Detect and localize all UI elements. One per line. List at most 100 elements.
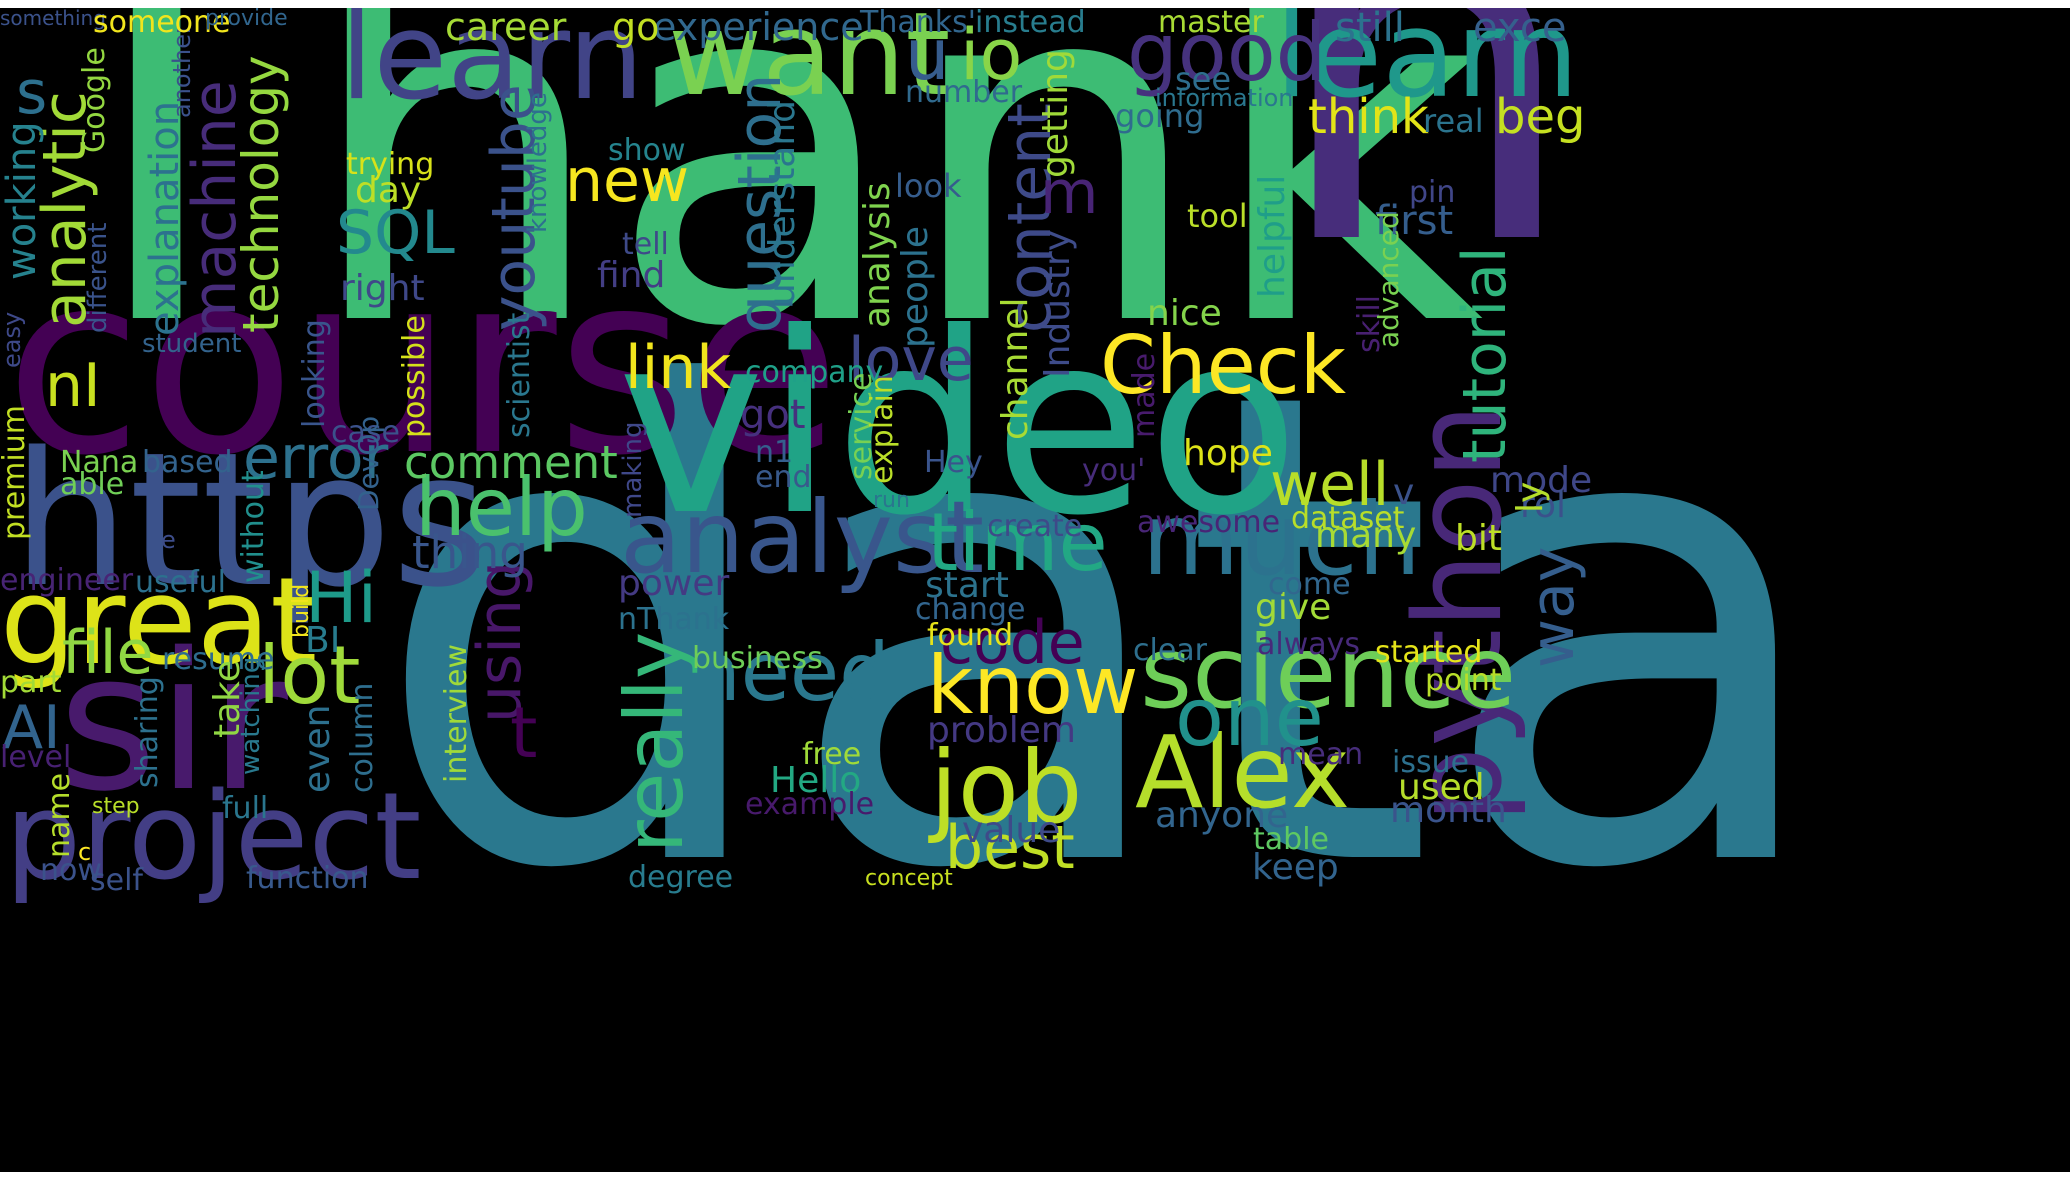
cloud-word: dataset bbox=[1291, 501, 1405, 536]
cloud-word: see bbox=[1175, 60, 1232, 98]
cloud-word: found bbox=[927, 618, 1013, 653]
cloud-word: something bbox=[0, 8, 106, 30]
cloud-word: show bbox=[608, 133, 686, 168]
cloud-word: free bbox=[802, 737, 862, 772]
cloud-word: new bbox=[565, 146, 690, 216]
cloud-word: way bbox=[1518, 546, 1588, 668]
cloud-word: technology bbox=[232, 55, 290, 333]
cloud-word: lot bbox=[258, 629, 361, 722]
cloud-word: provide bbox=[205, 8, 288, 31]
cloud-word: nThank bbox=[618, 602, 730, 637]
cloud-word: learn bbox=[340, 8, 644, 127]
cloud-word: even bbox=[297, 704, 338, 793]
cloud-word: looking bbox=[297, 319, 332, 428]
cloud-word: case bbox=[331, 415, 400, 450]
cloud-word: name bbox=[42, 772, 77, 858]
cloud-word: Alex bbox=[1135, 714, 1351, 831]
cloud-word: started bbox=[1375, 635, 1483, 670]
cloud-word: go bbox=[612, 8, 660, 49]
cloud-word: analyst bbox=[620, 479, 985, 596]
cloud-word: premium bbox=[0, 405, 32, 540]
cloud-word: Google bbox=[77, 47, 112, 153]
cloud-word: explain bbox=[865, 375, 900, 484]
cloud-word: trying bbox=[346, 147, 435, 182]
cloud-word: change bbox=[915, 592, 1026, 627]
cloud-word: part bbox=[0, 665, 62, 700]
cloud-word: different bbox=[83, 222, 113, 333]
cloud-word: n1 bbox=[755, 435, 794, 470]
cloud-word: rol bbox=[1520, 485, 1567, 526]
cloud-word: c bbox=[78, 838, 92, 866]
cloud-word: working bbox=[0, 121, 45, 280]
cloud-word: m bbox=[1040, 158, 1099, 228]
cloud-word: able bbox=[60, 467, 125, 502]
cloud-word: ly bbox=[1510, 481, 1551, 513]
cloud-word: really bbox=[608, 631, 701, 853]
cloud-word: learn bbox=[1275, 8, 1579, 125]
cloud-word: beg bbox=[1495, 89, 1586, 145]
cloud-word: based bbox=[142, 445, 233, 480]
cloud-word: step bbox=[92, 794, 140, 819]
cloud-word: look bbox=[895, 167, 962, 205]
cloud-word: degree bbox=[628, 860, 734, 895]
cloud-word: right bbox=[340, 268, 425, 309]
cloud-word: number bbox=[905, 75, 1023, 110]
cloud-word: v bbox=[1393, 472, 1415, 513]
cloud-word: nice bbox=[1147, 293, 1222, 334]
cloud-word: student bbox=[142, 329, 242, 359]
cloud-word: comment bbox=[404, 436, 618, 489]
cloud-word: still bbox=[1335, 8, 1405, 51]
word-cloud: Thank n data course video https sir great projec… bbox=[0, 8, 2070, 1172]
cloud-word: many bbox=[1315, 515, 1417, 556]
cloud-word: help bbox=[415, 461, 588, 554]
cloud-word: resume bbox=[162, 642, 275, 677]
cloud-word: n bbox=[1270, 8, 1581, 353]
cloud-word: SQL bbox=[336, 198, 455, 268]
cloud-word: getting bbox=[1035, 49, 1076, 178]
cloud-word: instead bbox=[975, 8, 1086, 40]
cloud-word: find bbox=[597, 255, 666, 296]
cloud-word: point bbox=[1425, 663, 1502, 698]
cloud-word: love bbox=[848, 325, 974, 395]
cloud-word: pin bbox=[1409, 175, 1456, 210]
cloud-word: Nana bbox=[60, 445, 139, 480]
cloud-word: now bbox=[40, 853, 102, 888]
cloud-word: going bbox=[1115, 97, 1205, 135]
cloud-word: real bbox=[1423, 102, 1484, 140]
cloud-word: tool bbox=[1187, 197, 1248, 235]
cloud-word: AI bbox=[2, 693, 61, 763]
cloud-word: column bbox=[345, 682, 380, 793]
cloud-word: useful bbox=[135, 565, 227, 600]
cloud-word: bit bbox=[1455, 518, 1502, 559]
cloud-word: someone bbox=[93, 8, 231, 40]
cloud-word: nI bbox=[45, 351, 101, 421]
cloud-word: course bbox=[5, 219, 841, 510]
cloud-word: s bbox=[16, 58, 48, 128]
cloud-word: company bbox=[745, 355, 884, 390]
cloud-word: full bbox=[222, 791, 269, 826]
cloud-word: power bbox=[618, 563, 730, 604]
cloud-word: engineer bbox=[0, 563, 134, 598]
cloud-word: got bbox=[740, 392, 806, 438]
cloud-word: possible bbox=[397, 315, 432, 438]
cloud-word: Industry bbox=[1037, 229, 1078, 378]
cloud-word: knowledge bbox=[523, 92, 553, 233]
cloud-word: come bbox=[1268, 567, 1351, 602]
cloud-word: great bbox=[0, 553, 318, 692]
cloud-word: need bbox=[690, 626, 890, 719]
cloud-word: anyone bbox=[1155, 795, 1289, 836]
cloud-word: interview bbox=[439, 644, 474, 783]
cloud-word: think bbox=[1308, 89, 1429, 145]
cloud-word: problem bbox=[927, 710, 1076, 751]
cloud-word: making bbox=[618, 421, 648, 518]
cloud-word: u bbox=[905, 14, 950, 96]
cloud-word: https bbox=[12, 412, 489, 628]
cloud-word: BI bbox=[305, 620, 341, 661]
cloud-word: experience bbox=[653, 8, 864, 49]
cloud-word: career bbox=[445, 8, 567, 49]
cloud-word: used bbox=[1398, 767, 1485, 808]
cloud-word: day bbox=[355, 170, 422, 211]
cloud-word: one bbox=[1175, 671, 1324, 764]
cloud-word: give bbox=[1255, 587, 1332, 628]
cloud-word: want bbox=[668, 8, 951, 122]
